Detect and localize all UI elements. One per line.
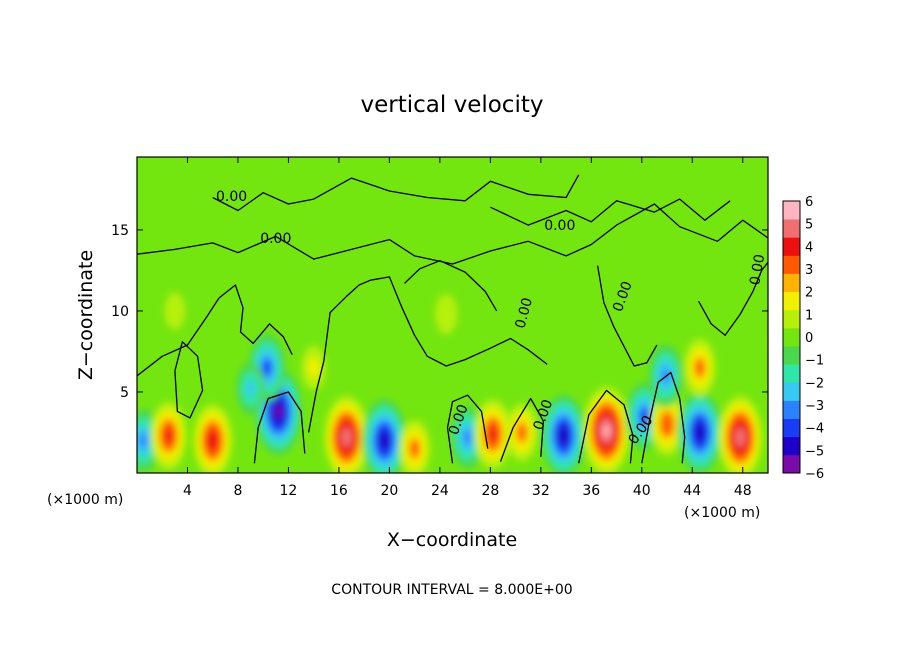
chart-title: vertical velocity [361,92,544,118]
field-cell-12 [541,394,586,473]
zero-contour-10 [253,391,306,464]
contour-label-2: 0.00 [544,218,575,234]
zero-contour-5 [307,276,548,433]
colorbar-tick-label: −4 [805,422,824,437]
colorbar-swatch [783,400,800,419]
contour-label-4: 0.00 [513,296,537,330]
field-cell-20 [435,294,458,335]
colorbar-tick-label: 2 [805,286,813,301]
velocity-field [137,157,768,473]
field-cell-22 [164,292,186,330]
zero-contour-3 [137,284,293,377]
colorbar-swatch [783,327,800,347]
colorbar-swatch [783,309,800,329]
colorbar-swatch [783,291,800,311]
x-tick-label: 12 [280,483,298,499]
colorbar-tick-label: −3 [805,399,824,414]
y-axis-title: Z−coordinate [75,250,97,380]
zero-contour-12 [596,265,658,367]
x-tick-label: 8 [233,483,242,499]
zero-contour-0 [137,203,768,265]
colorbar-tick-label: 1 [805,308,813,323]
zero-contour-2 [490,198,731,226]
x-unit-left: (×1000 m) [47,492,123,508]
colorbar-frame [782,200,801,474]
field-cell-16 [677,390,723,473]
colorbar-swatch [783,454,800,474]
field-cell-5 [236,362,266,416]
contour-label-8: 0.00 [747,253,768,286]
x-tick-label: 16 [330,483,348,499]
x-axis: 4 8 12 16 20 24 28 32 36 40 44 48 [183,157,752,499]
x-tick-label: 20 [380,483,398,499]
zero-contour-1 [212,174,580,212]
colorbar-tick-label: −6 [805,467,824,482]
x-tick-label: 40 [633,483,651,499]
field-cell-2 [193,404,233,473]
colorbar-swatch [783,201,800,220]
zero-contour-lines [137,174,768,464]
field-cell-9 [450,405,485,469]
field-cell-11 [506,403,538,462]
zero-contour-4 [174,341,204,419]
contour-interval-note: CONTOUR INTERVAL = 8.000E+00 [331,582,572,598]
y-tick-label: 10 [111,304,129,320]
plot-area [137,157,768,473]
zero-contour-6 [446,394,489,464]
contour-label-1: 0.00 [260,231,291,247]
x-tick-label: 4 [183,483,192,499]
colorbar-swatch [783,273,800,293]
colorbar-tick-label: 0 [805,331,813,346]
field-cell-1 [150,401,187,470]
field-cell-8 [398,419,431,473]
y-tick-label: 5 [120,385,129,401]
colorbar-swatch [783,418,800,438]
colorbar-swatch [783,436,800,456]
colorbar-swatch [783,255,800,274]
colorbar-swatch [783,382,800,401]
x-unit-right: (×1000 m) [684,505,760,521]
field-cell-19 [684,338,716,397]
x-tick-label: 28 [481,483,499,499]
plot-frame [136,156,769,474]
colorbar-tick-label: 4 [805,240,813,255]
field-cell-15 [649,392,685,456]
colorbar-swatch [783,219,800,238]
colorbar-tick-label: 6 [805,195,813,210]
field-cell-13 [582,386,631,473]
colorbar-tick-label: −5 [805,444,824,459]
zero-contour-13 [404,260,498,312]
colorbar: 6 5 4 3 2 1 0 −1 −2 −3 −4 −5 −6 [782,195,824,482]
colorbar-tick-label: 5 [805,218,813,233]
zero-contour-7 [499,397,545,462]
y-axis: 5 10 15 [111,223,768,401]
x-tick-label: 32 [532,483,550,499]
colorbar-tick-label: −1 [805,354,824,369]
x-tick-label: 36 [582,483,600,499]
colorbar-swatch [783,237,800,256]
colorbar-tick-label: 3 [805,263,813,278]
x-axis-title: X−coordinate [387,529,517,551]
colorbar-swatch [783,364,800,383]
contour-label-0: 0.00 [216,189,247,205]
field-cell-17 [717,395,763,473]
field-cell-6 [324,395,369,473]
zero-contour-11 [698,261,768,336]
x-tick-label: 24 [431,483,449,499]
field-cell-7 [362,399,407,473]
y-tick-label: 15 [111,223,129,239]
colorbar-tick-label: −2 [805,376,824,391]
x-tick-label: 48 [734,483,752,499]
colorbar-swatch [783,346,800,365]
zero-contour-9 [641,371,686,464]
x-tick-label: 44 [683,483,701,499]
zero-contour-8 [578,389,634,464]
